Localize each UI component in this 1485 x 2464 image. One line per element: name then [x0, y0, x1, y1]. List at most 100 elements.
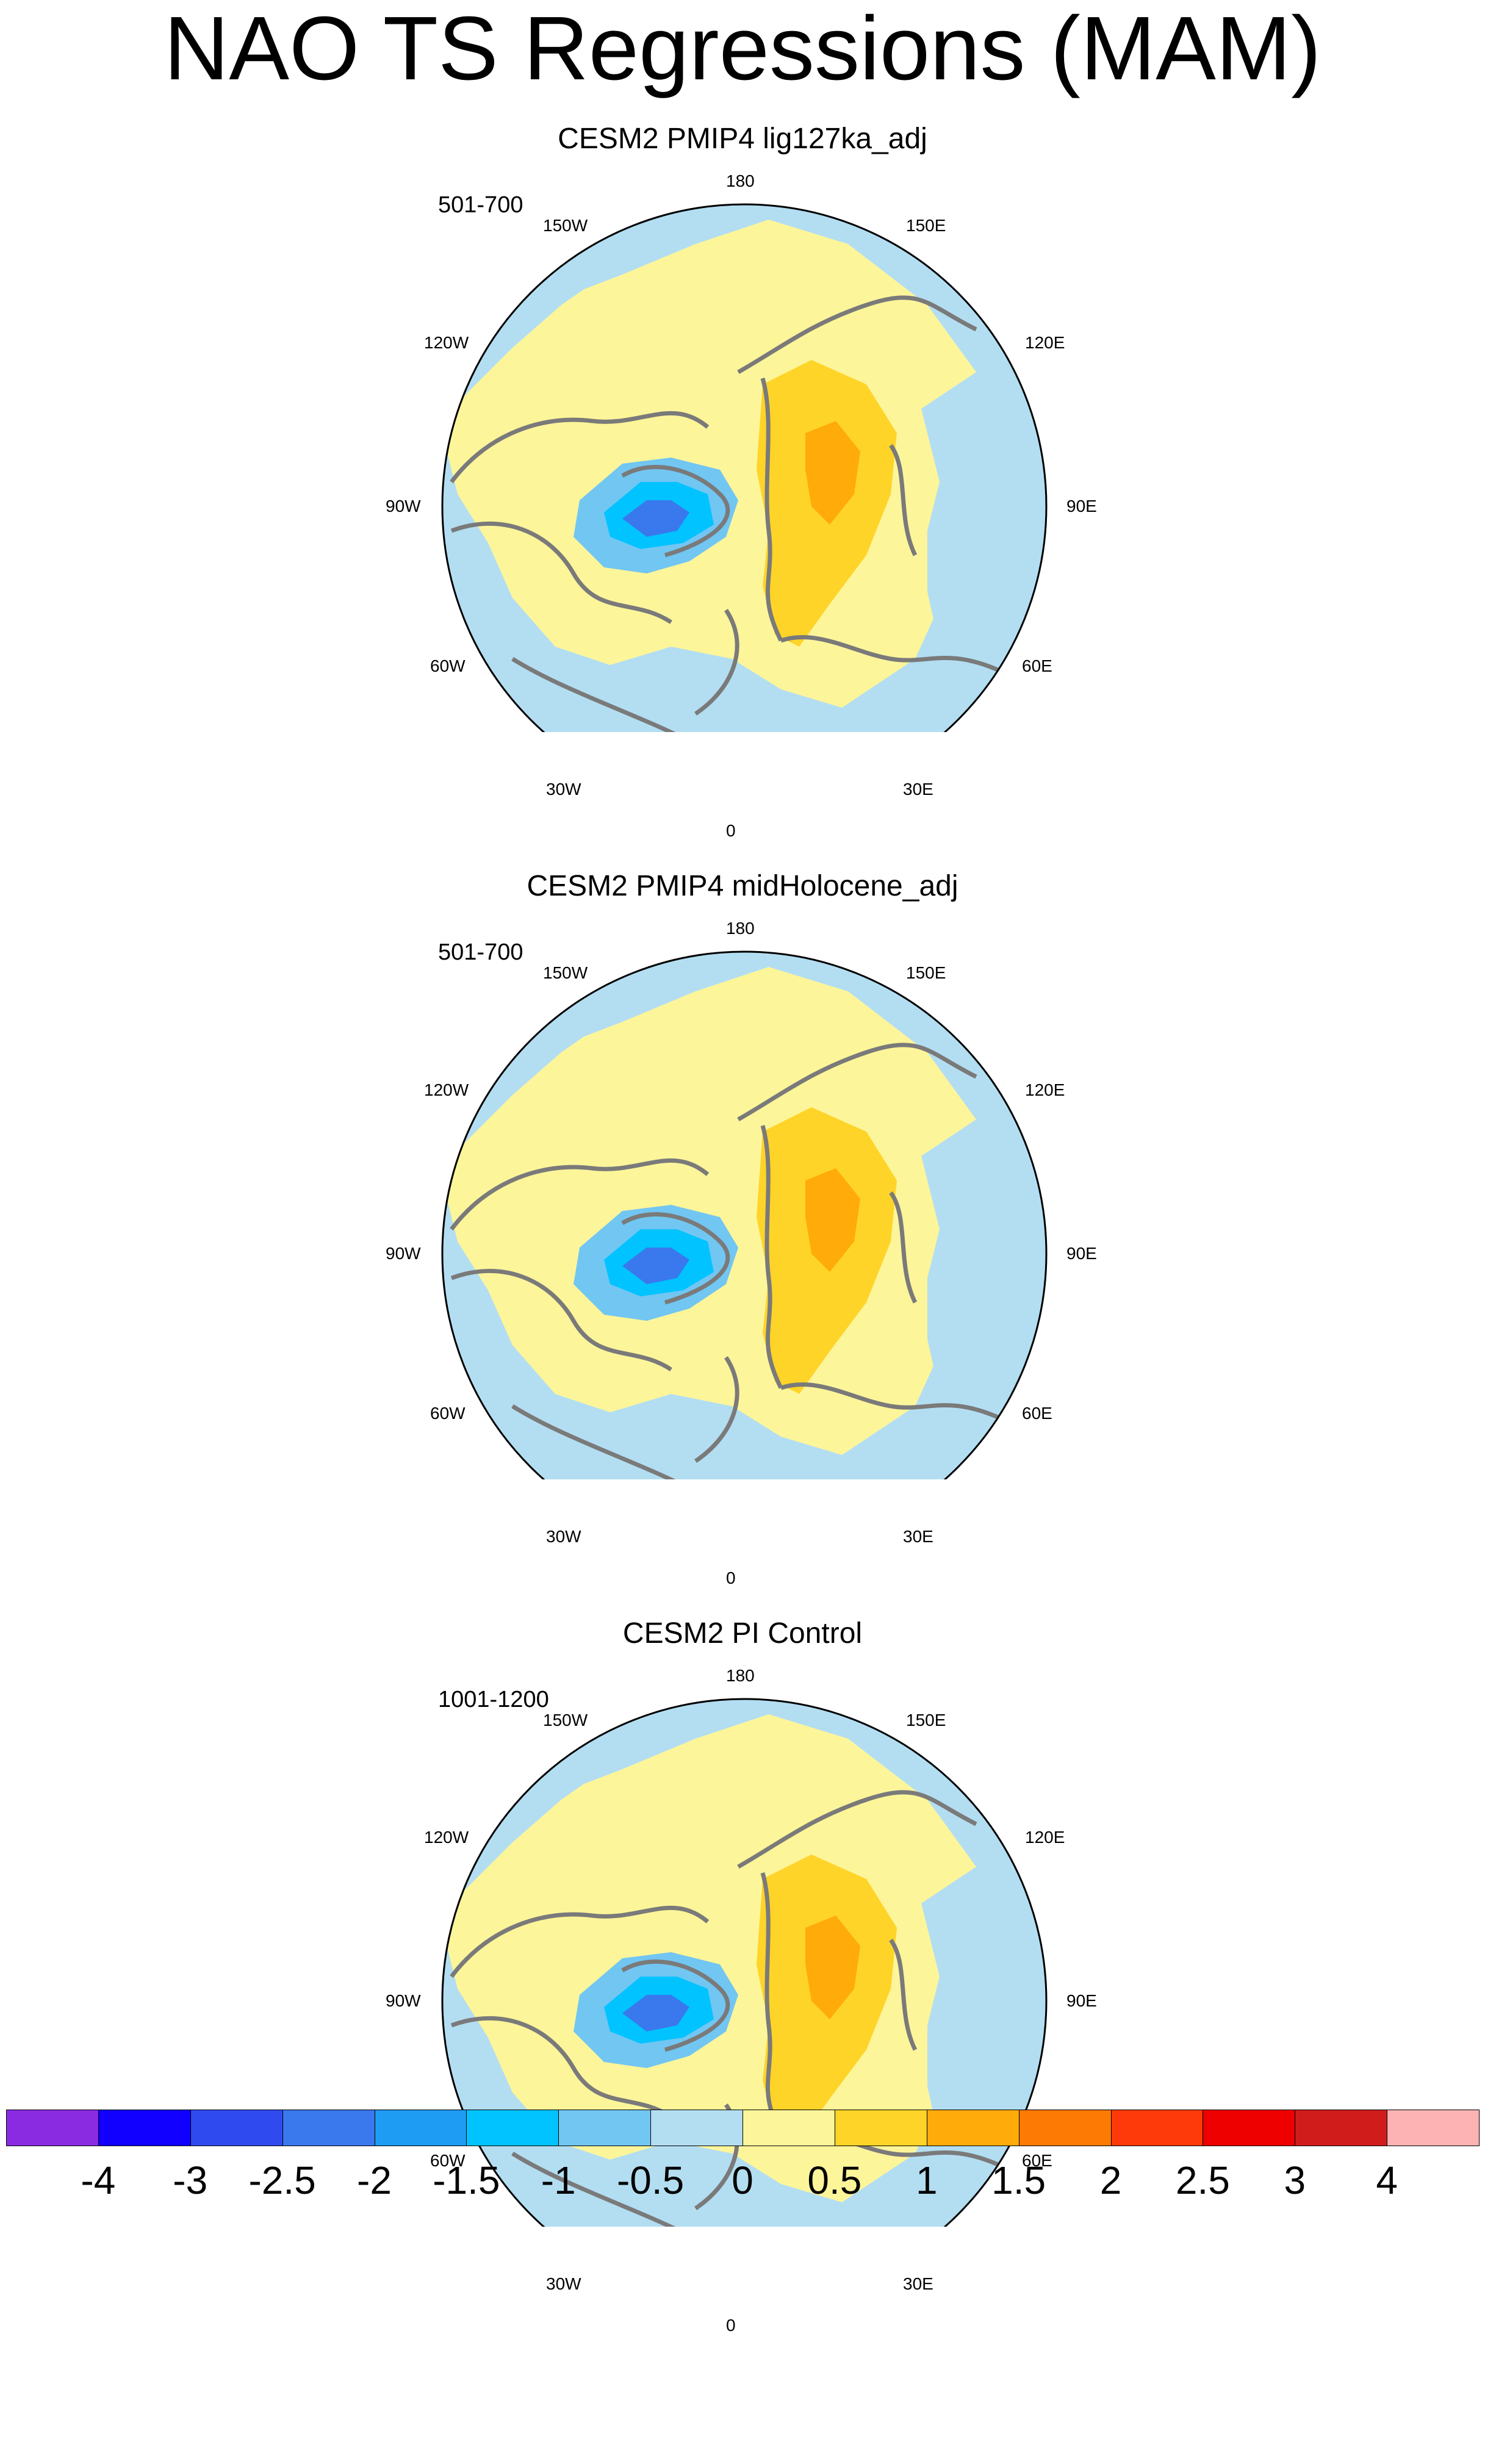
longitude-label: 150E — [906, 963, 946, 982]
colorbar-tick-label: 2.5 — [1175, 2158, 1230, 2202]
panel-year-range: 501-700 — [438, 192, 523, 218]
longitude-label: 60W — [430, 656, 466, 675]
longitude-label: 180 — [726, 919, 755, 938]
coastline — [760, 378, 783, 642]
coastline — [511, 2152, 685, 2227]
longitude-label: 30W — [546, 2274, 581, 2293]
colorbar-box — [926, 2110, 1019, 2146]
polar-map — [441, 1698, 1048, 2227]
colorbar-tick-label: -1.5 — [433, 2158, 500, 2202]
longitude-label: 60E — [1022, 656, 1052, 675]
longitude-label: 120W — [424, 1080, 469, 1099]
longitude-label: 30W — [546, 780, 581, 799]
colorbar-box — [558, 2110, 652, 2146]
panel-year-range: 1001-1200 — [438, 1687, 549, 1712]
longitude-label: 60E — [1022, 1404, 1052, 1423]
longitude-label: 120E — [1025, 333, 1065, 352]
longitude-label: 120E — [1025, 1080, 1065, 1099]
longitude-label: 60W — [430, 1404, 466, 1423]
longitude-label: 150W — [543, 216, 588, 235]
colorbar-box — [466, 2110, 559, 2146]
polar-map — [441, 950, 1048, 1479]
coastline — [760, 1125, 783, 1389]
longitude-label: 90W — [386, 1244, 421, 1263]
colorbar-box — [1018, 2110, 1112, 2146]
colorbar-tick-label: -0.5 — [616, 2158, 685, 2202]
coastline — [450, 411, 710, 484]
colorbar-tick-label: 4 — [1376, 2158, 1398, 2202]
longitude-label: 90W — [386, 497, 421, 515]
colorbar-box — [834, 2110, 927, 2146]
longitude-label: 120E — [1025, 1828, 1065, 1847]
longitude-label: 150W — [543, 1711, 588, 1729]
longitude-label: 30W — [546, 1527, 581, 1546]
map-boundary — [441, 203, 1048, 732]
coastline — [889, 1191, 918, 1304]
coastline — [780, 1382, 1002, 1421]
coastline — [511, 1404, 685, 1479]
colorbar-box — [1203, 2110, 1296, 2146]
coastline — [621, 465, 730, 558]
colorbar-tick-label: -2 — [357, 2158, 392, 2202]
coastline — [450, 1268, 672, 1371]
longitude-label: 90E — [1066, 497, 1097, 515]
colorbar-box — [282, 2110, 375, 2146]
panel-title: CESM2 PI Control — [622, 1617, 863, 1650]
positive-anomaly-region — [442, 1714, 988, 2202]
longitude-label: 0 — [726, 2316, 736, 2335]
longitude-label: 180 — [726, 171, 755, 190]
colorbar-box — [190, 2110, 283, 2146]
coastline — [737, 1790, 977, 1869]
colorbar-tick-label: 0.5 — [807, 2158, 862, 2202]
colorbar-tick-label: -3 — [173, 2158, 208, 2202]
map-boundary — [441, 1698, 1048, 2227]
longitude-label: 180 — [726, 1666, 755, 1685]
coastline — [780, 634, 1002, 673]
coastline — [737, 1043, 977, 1122]
longitude-label: 90E — [1066, 1244, 1097, 1263]
longitude-label: 150E — [906, 1711, 946, 1729]
colorbar-box — [743, 2110, 835, 2146]
coastline — [694, 609, 739, 716]
longitude-label: 30E — [903, 2274, 933, 2293]
coastline — [450, 2016, 672, 2119]
longitude-label: 150E — [906, 216, 946, 235]
panel-year-range: 501-700 — [438, 939, 523, 965]
colorbar-tick-label: 2 — [1099, 2158, 1122, 2202]
longitude-label: 30E — [903, 780, 933, 799]
longitude-label: 30E — [903, 1527, 933, 1546]
coastline — [450, 1906, 710, 1978]
coastline — [511, 657, 685, 732]
colorbar-tick-label: 0 — [732, 2158, 753, 2202]
longitude-label: 0 — [726, 1568, 736, 1587]
colorbar-tick-label: -4 — [81, 2158, 116, 2202]
panel-title: CESM2 PMIP4 midHolocene_adj — [527, 870, 958, 902]
longitude-label: 60W — [430, 2151, 466, 2170]
colorbar-box — [374, 2110, 467, 2146]
colorbar-tick-label: -2.5 — [248, 2158, 316, 2202]
positive-anomaly-region — [442, 220, 988, 708]
colorbar-box — [1110, 2110, 1204, 2146]
colorbar-tick-label: -1 — [541, 2158, 576, 2202]
colorbar-tick-label: 1.5 — [991, 2158, 1046, 2202]
colorbar-tick-label: 1 — [915, 2158, 938, 2202]
coastline — [450, 1158, 710, 1231]
coastline — [450, 521, 672, 624]
colorbar-box — [650, 2110, 743, 2146]
coastline — [694, 1356, 739, 1463]
longitude-label: 120W — [424, 333, 469, 352]
coastline — [621, 1959, 730, 2052]
polar-map — [441, 203, 1048, 732]
colorbar-box — [98, 2110, 191, 2146]
longitude-label: 90W — [386, 1991, 421, 2010]
coastline — [889, 444, 918, 556]
longitude-label: 120W — [424, 1828, 469, 1847]
figure-title: NAO TS Regressions (MAM) — [164, 0, 1321, 99]
longitude-label: 0 — [726, 821, 736, 840]
coastline — [889, 1938, 918, 2051]
coastline — [621, 1212, 730, 1305]
colorbar-box — [1387, 2110, 1480, 2146]
coastline — [760, 1872, 783, 2136]
colorbar-tick-label: 3 — [1284, 2158, 1306, 2202]
coastline — [737, 295, 977, 375]
